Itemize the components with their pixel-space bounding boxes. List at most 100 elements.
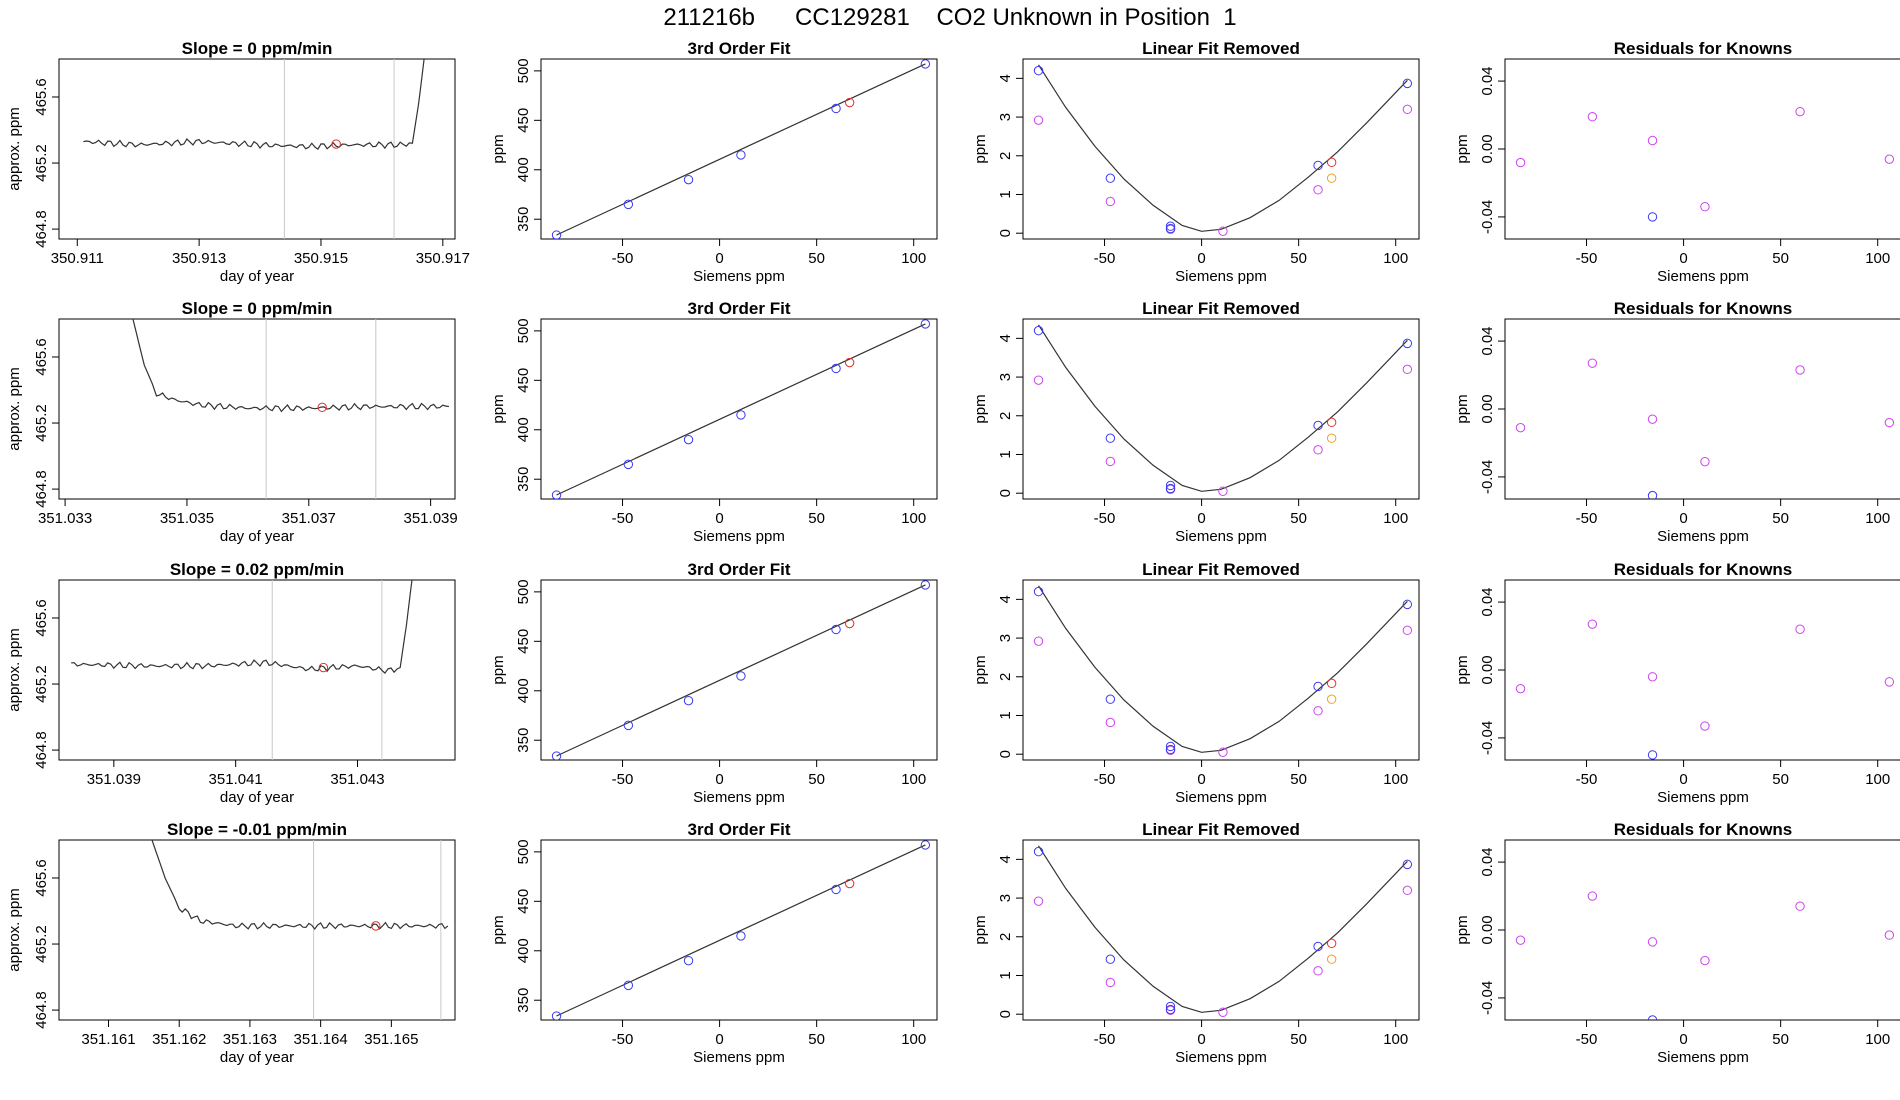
known-point (623, 720, 634, 731)
known-point (1402, 859, 1413, 870)
plot-title: Residuals for Knowns (1614, 560, 1793, 579)
y-tick-label: 350 (515, 207, 532, 232)
y-tick-label: 500 (515, 58, 532, 83)
residual-point (1700, 202, 1710, 212)
alt-point (1326, 694, 1337, 704)
unknown-point (844, 618, 855, 629)
panel-r2-c4: Residuals for Knowns -50 0 50 100 -0.04 0.00 0.… (1454, 299, 1900, 545)
y-tick-label: 465.2 (33, 665, 50, 703)
y-tick-label: 500 (515, 579, 532, 604)
x-tick-label: -50 (612, 771, 634, 788)
residual-point (1105, 456, 1116, 467)
plot-title: Linear Fit Removed (1142, 560, 1300, 579)
known-point (1033, 65, 1044, 76)
x-tick-label: 100 (1865, 771, 1890, 788)
known-point (623, 199, 634, 210)
plot-title: Residuals for Knowns (1614, 299, 1793, 318)
y-tick-label: 2 (997, 673, 1014, 681)
y-tick-label: 0.04 (1479, 326, 1496, 355)
known-point (1165, 221, 1176, 231)
known-point (831, 624, 841, 635)
x-axis-label: Siemens ppm (693, 528, 785, 545)
x-tick-label: -50 (1094, 771, 1116, 788)
plot-frame (1504, 579, 1900, 761)
x-tick-label: -50 (1094, 250, 1116, 267)
plot-frame (58, 58, 456, 240)
plot-frame (1022, 579, 1420, 761)
known-point (1033, 846, 1044, 857)
known-point (920, 319, 931, 329)
known-point (1647, 1015, 1658, 1020)
known-point (1165, 744, 1176, 755)
residual-point (1218, 486, 1228, 496)
panel-r2-c3: Linear Fit Removed -50 0 50 100 0 1 2 3 4 Siemens … (972, 299, 1420, 545)
x-tick-label: 0 (715, 771, 723, 788)
plot-title: Residuals for Knowns (1614, 39, 1793, 58)
x-tick-label: -50 (1094, 510, 1116, 527)
known-point (1313, 420, 1323, 431)
plot-frame (58, 318, 456, 500)
plot-data (1515, 106, 1895, 222)
y-tick-label: 465.6 (33, 78, 50, 116)
y-tick-label: 464.8 (33, 210, 50, 248)
x-tick-label: 50 (1772, 510, 1789, 527)
fit-curve (1037, 585, 1408, 753)
ppm-trace (151, 840, 449, 930)
x-tick-label: 351.043 (330, 771, 384, 788)
residual-point (1647, 937, 1658, 947)
residual-point (1647, 135, 1658, 146)
residual-point (1700, 721, 1710, 731)
plot-title: 3rd Order Fit (688, 820, 791, 839)
known-point (1105, 433, 1116, 443)
y-tick-label: 0.00 (1479, 394, 1496, 423)
fit-line (556, 63, 926, 236)
plot-frame (1022, 318, 1420, 500)
x-tick-label: 100 (1865, 1031, 1890, 1048)
y-tick-label: 1 (997, 971, 1014, 979)
y-tick-label: 464.8 (33, 731, 50, 769)
residual-point (1105, 196, 1116, 207)
known-point (1402, 599, 1413, 610)
x-tick-label: 100 (1383, 510, 1408, 527)
known-point (1033, 325, 1044, 336)
known-point (1313, 160, 1323, 171)
plot-data (1515, 358, 1895, 499)
y-axis-label: ppm (972, 394, 989, 423)
y-axis-label: ppm (972, 134, 989, 163)
y-tick-label: 4 (997, 595, 1014, 603)
residual-point (1313, 706, 1323, 716)
ppm-trace (132, 319, 449, 413)
known-point (1165, 480, 1176, 491)
ppm-trace (83, 59, 425, 150)
x-tick-label: 100 (1383, 771, 1408, 788)
x-tick-label: 100 (1383, 1031, 1408, 1048)
x-tick-label: 350.913 (172, 250, 226, 267)
residual-point (1218, 226, 1228, 236)
x-tick-label: 351.035 (160, 510, 214, 527)
panel-r3-c2: 3rd Order Fit -50 0 50 100 350 400 450 500 Siemen… (490, 560, 938, 806)
x-tick-label: 100 (901, 250, 926, 267)
fit-line (556, 584, 926, 757)
fit-curve (1037, 324, 1408, 492)
y-tick-label: 400 (515, 157, 532, 182)
panel-r4-c2: 3rd Order Fit -50 0 50 100 350 400 450 500 Siemen… (490, 820, 938, 1066)
plot-data (83, 59, 425, 239)
fit-line (556, 323, 926, 496)
y-tick-label: 1 (997, 711, 1014, 719)
plot-frame (540, 58, 938, 240)
known-point (1105, 694, 1116, 704)
x-tick-label: 0 (715, 510, 723, 527)
y-tick-label: 0.04 (1479, 847, 1496, 876)
residual-point (1515, 157, 1526, 168)
known-point (551, 230, 562, 239)
x-tick-label: 50 (1772, 1031, 1789, 1048)
x-tick-label: 350.915 (294, 250, 348, 267)
ppm-trace (71, 580, 413, 674)
plot-data (1515, 891, 1895, 1020)
x-tick-label: 50 (1290, 250, 1307, 267)
plot-data (151, 840, 449, 1020)
x-tick-label: -50 (1576, 1031, 1598, 1048)
y-tick-label: 1 (997, 190, 1014, 198)
x-tick-label: 50 (808, 1031, 825, 1048)
sample-marker (318, 662, 329, 673)
